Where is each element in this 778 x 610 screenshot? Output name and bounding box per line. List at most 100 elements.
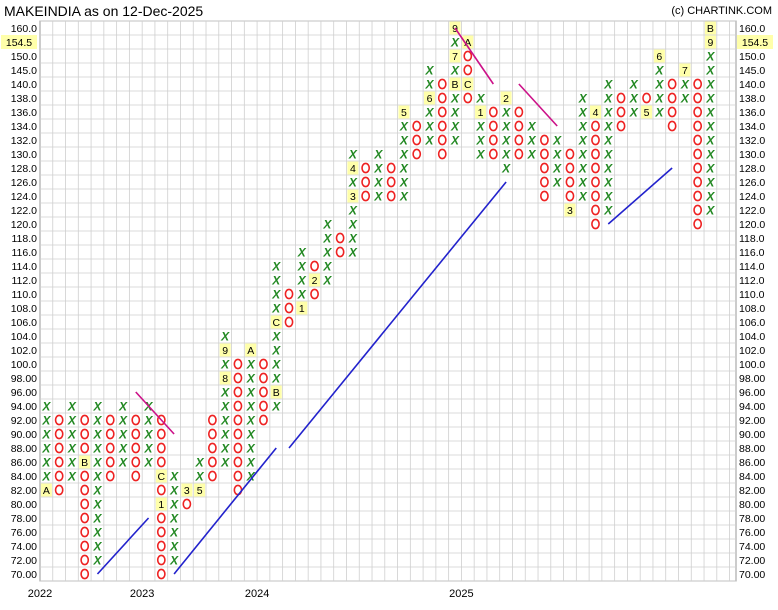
x-box: X [450,106,460,120]
y-tick-label-left: 76.00 [11,527,37,539]
y-tick-label-left: 136.0 [11,107,37,119]
y-tick-label-right: 86.00 [739,457,765,469]
x-box: X [118,456,128,470]
x-box: X [246,428,256,442]
o-box [514,106,524,118]
x-box: X [552,148,562,162]
o-box [437,92,447,104]
x-box: X [271,400,281,414]
y-tick-label-left: 112.0 [12,275,38,287]
y-tick-label-left: 100.0 [11,359,37,371]
o-box [540,190,549,202]
o-box [284,316,294,328]
o-box [437,134,447,146]
x-box: X [501,134,511,148]
x-box: X [271,302,281,316]
y-tick-label-left: 72.00 [11,555,37,567]
o-box [437,148,447,160]
month-marker-bg [194,483,206,497]
x-box: X [603,106,613,120]
month-marker-bg [155,497,167,511]
x-box: X [144,442,154,456]
x-box: X [322,218,332,232]
o-box [156,484,166,496]
y-tick-label-left: 80.00 [11,499,37,511]
o-box [386,190,396,202]
x-box: X [348,148,358,162]
o-box [54,470,64,482]
x-box: X [373,162,383,176]
x-box: X [399,134,409,148]
x-box: X [501,148,511,162]
x-box: X [399,148,409,162]
x-box: X [220,358,230,372]
month-marker-bg [589,105,601,119]
x-box: X [195,470,205,484]
x-box: X [424,78,434,92]
o-box [386,162,396,174]
o-box [54,456,64,468]
x-box: X [654,92,664,106]
o-box [233,372,243,384]
o-box [207,470,217,482]
support-trendline [173,447,277,575]
month-marker: A [464,37,471,49]
y-tick-label-right: 74.00 [739,541,765,553]
o-box [488,134,498,146]
month-marker: 5 [644,107,650,119]
month-marker: B [452,79,459,91]
x-box: X [654,64,664,78]
x-box: X [246,442,256,456]
x-box: X [578,162,588,176]
x-box: X [705,162,715,176]
y-tick-label-left: 150.0 [11,51,37,63]
y-tick-label-left: 145.0 [11,65,37,77]
o-box [284,288,294,300]
month-marker: A [247,345,254,357]
x-box: X [169,470,179,484]
o-box [156,512,166,524]
x-box: X [297,274,307,288]
month-marker: 7 [452,51,458,63]
y-tick-label-right: 82.00 [739,485,765,497]
support-trendline [288,181,507,449]
month-marker-bg [245,343,257,357]
o-box [463,64,473,76]
x-box: X [603,176,613,190]
month-marker: 9 [222,345,228,357]
x-box: X [322,274,332,288]
month-marker-bg [40,483,52,497]
y-tick-label-left: 128.0 [11,163,37,175]
y-tick-label-right: 78.00 [739,513,765,525]
o-box [80,554,90,566]
x-box: X [705,148,715,162]
month-marker-bg [641,105,653,119]
o-box [591,204,600,216]
y-tick-label-left: 94.00 [11,401,37,413]
o-box [616,92,626,104]
x-box: X [629,106,639,120]
x-box: X [92,512,102,526]
o-box [386,176,396,188]
y-tick-label-right: 88.00 [739,443,765,455]
month-marker: A [43,485,50,497]
x-axis-year-label: 2024 [245,588,269,600]
o-box [207,428,217,440]
x-box: X [373,148,383,162]
o-box [514,120,524,132]
x-box: X [118,442,128,456]
o-box [693,134,703,146]
o-box [54,428,64,440]
x-box: X [654,106,664,120]
x-box: X [144,414,154,428]
o-box [156,540,166,552]
month-marker: 4 [350,163,356,175]
y-tick-label-left: 124.0 [11,191,37,203]
x-box: X [220,428,230,442]
o-box [80,568,90,580]
x-box: X [603,190,613,204]
x-box: X [578,120,588,134]
y-tick-label-right: 118.0 [739,233,765,245]
x-box: X [578,92,588,106]
x-box: X [424,64,434,78]
